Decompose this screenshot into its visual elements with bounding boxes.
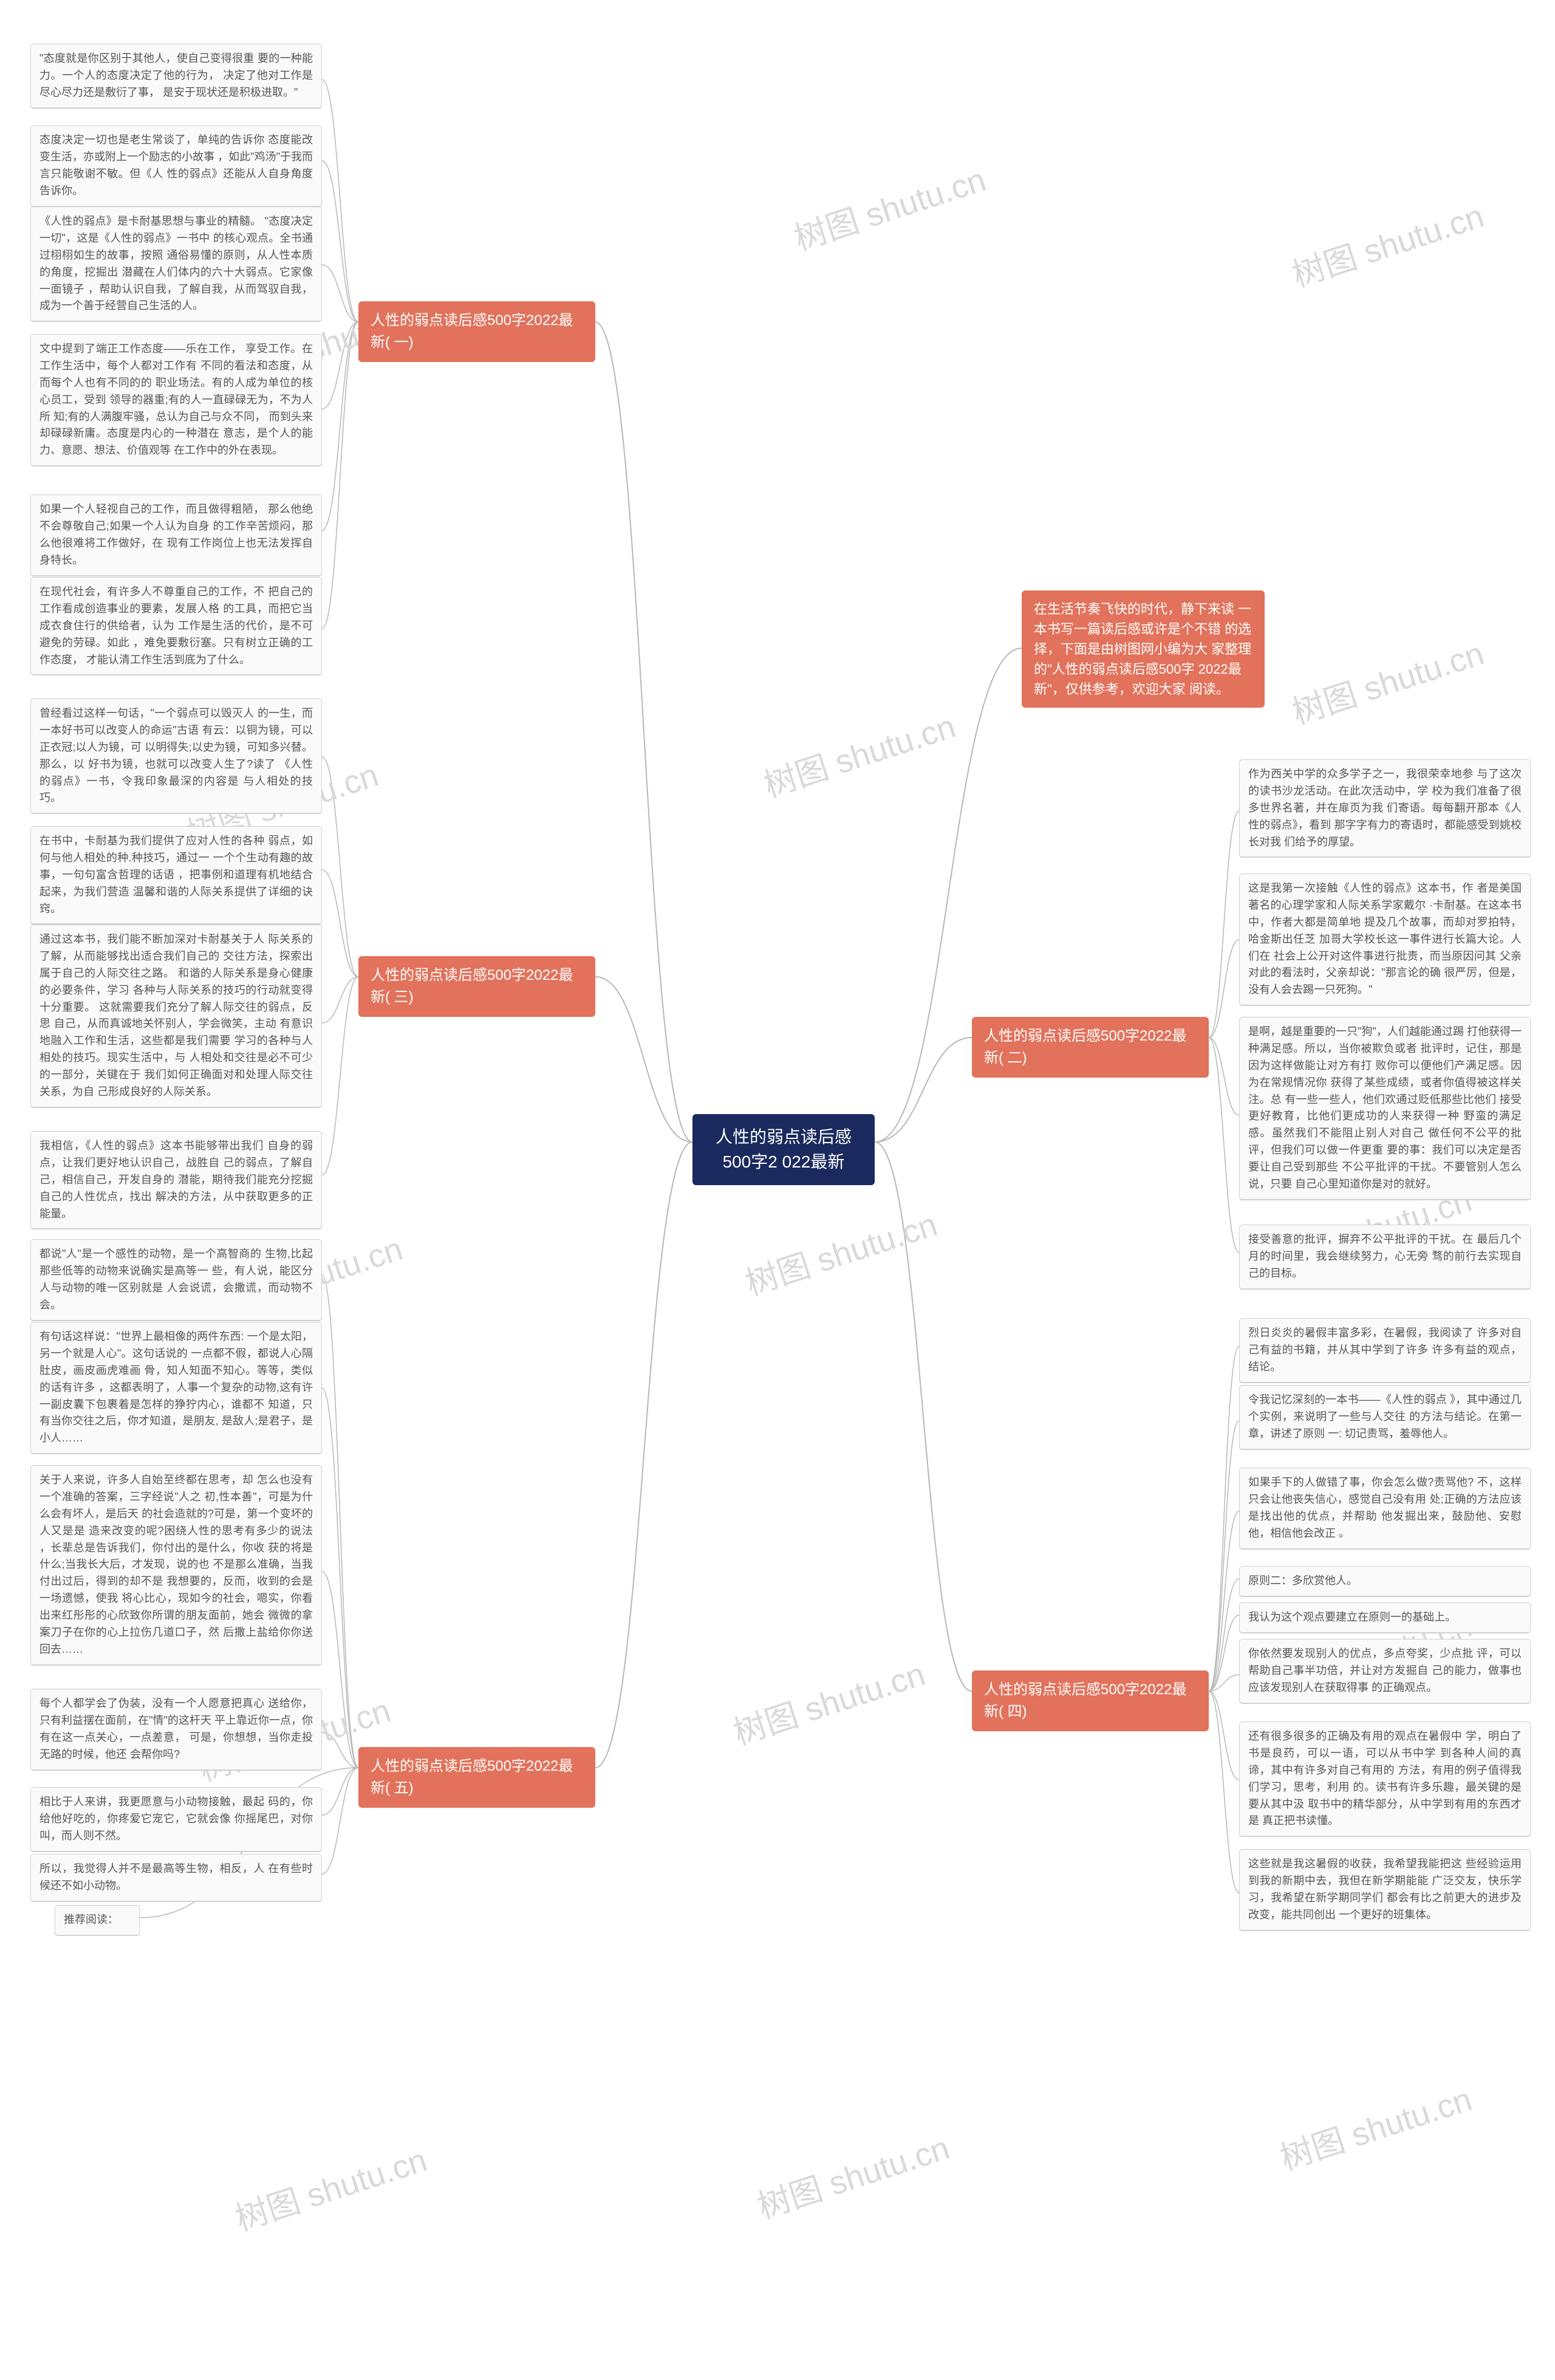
leaf-node: 相比于人来讲，我更愿意与小动物接触，最起 码的，你给他好吃的，你疼爱它宠它，它就… (30, 1787, 322, 1852)
leaf-node: 还有很多很多的正确及有用的观点在暑假中 学，明白了书是良药，可以一语，可以从书中… (1239, 1722, 1531, 1837)
leaf-node: 在书中，卡耐基为我们提供了应对人性的各种 弱点，如何与他人相处的种.种技巧，通过… (30, 826, 322, 925)
leaf-node: 每个人都学会了伪装，没有一个人愿意把真心 送给你，只有利益摆在面前，在"情"的这… (30, 1689, 322, 1771)
branch-node-b2: 人性的弱点读后感500字2022最新( 二) (972, 1017, 1209, 1078)
leaf-node: 文中提到了端正工作态度——乐在工作， 享受工作。在工作生活中，每个人都对工作有 … (30, 334, 322, 467)
branch-node-b5: 人性的弱点读后感500字2022最新( 五) (358, 1747, 595, 1808)
leaf-node: 都说"人"是一个感性的动物，是一个高智商的 生物,比起那些低等的动物来说确实是高… (30, 1239, 322, 1321)
watermark: 树图 shutu.cn (787, 152, 991, 259)
leaf-node: 《人性的弱点》是卡耐基思想与事业的精髓。 "态度决定一切"，这是《人性的弱点》一… (30, 207, 322, 322)
leaf-node: 我相信，《人性的弱点》这本书能够带出我们 自身的弱点，让我们更好地认识自己，战胜… (30, 1131, 322, 1229)
leaf-node: 如果一个人轻视自己的工作，而且做得粗陋， 那么他绝不会尊敬自己;如果一个人认为自… (30, 494, 322, 576)
leaf-node: 如果手下的人做错了事，你会怎么做?责骂他? 不，这样只会让他丧失信心，感觉自己没… (1239, 1468, 1531, 1550)
watermark: 树图 shutu.cn (726, 1647, 931, 1754)
leaf-node: 在现代社会，有许多人不尊重自己的工作，不 把自己的工作看成创造事业的要素，发展人… (30, 577, 322, 675)
leaf-node: 是啊，越是重要的一只"狗"，人们越能通过踢 打他获得一种满足感。所以，当你被欺负… (1239, 1017, 1531, 1200)
branch-node-b3: 人性的弱点读后感500字2022最新( 三) (358, 956, 595, 1017)
leaf-node: 关于人来说，许多人自始至终都在思考，却 怎么也没有一个准确的答案，三字经说"人之… (30, 1465, 322, 1666)
center-node: 人性的弱点读后感500字2 022最新 (692, 1114, 875, 1185)
mindmap-canvas: 树图 shutu.cn 树图 shutu.cn 树图 shutu.cn 树图 shut… (0, 0, 1555, 2380)
leaf-node: 令我记忆深刻的一本书——《人性的弱点 》，其中通过几个实例，来说明了一些与人交往… (1239, 1385, 1531, 1450)
watermark: 树图 shutu.cn (228, 2133, 432, 2240)
watermark: 树图 shutu.cn (1285, 189, 1489, 296)
leaf-node: 烈日炎炎的暑假丰富多彩，在暑假，我阅读了 许多对自己有益的书籍，并从其中学到了许… (1239, 1318, 1531, 1383)
leaf-node: 原则二：多欣赏他人。 (1239, 1566, 1531, 1597)
leaf-node: 我认为这个观点要建立在原则一的基础上。 (1239, 1602, 1531, 1633)
watermark: 树图 shutu.cn (1273, 2072, 1477, 2179)
branch-node-b1: 人性的弱点读后感500字2022最新( 一) (358, 301, 595, 362)
watermark: 树图 shutu.cn (757, 699, 961, 806)
leaf-node: 你依然要发现别人的优点，多点夸奖，少点批 评，可以帮助自己事半功倍，并让对方发掘… (1239, 1639, 1531, 1704)
watermark: 树图 shutu.cn (751, 2121, 955, 2228)
leaf-node: 作为西关中学的众多学子之一，我很荣幸地参 与了这次的读书沙龙活动。在此次活动中，… (1239, 759, 1531, 858)
leaf-node: "态度就是你区别于其他人，使自己变得很重 要的一种能力。一个人的态度决定了他的行… (30, 44, 322, 109)
intro-node: 在生活节奏飞快的时代，静下来读 一本书写一篇读后感或许是个不错 的选择，下面是由… (1022, 590, 1265, 708)
leaf-node: 接受善意的批评，摒弃不公平批评的干扰。在 最后几个月的时间里，我会继续努力，心无… (1239, 1225, 1531, 1290)
watermark: 树图 shutu.cn (1285, 626, 1489, 733)
leaf-node: 这些就是我这暑假的收获，我希望我能把这 些经验运用到我的新期中去，我但在新学期能… (1239, 1849, 1531, 1931)
watermark: 树图 shutu.cn (739, 1197, 943, 1304)
leaf-node: 推荐阅读： (55, 1905, 140, 1936)
leaf-node: 这是我第一次接触《人性的弱点》这本书，作 者是美国著名的心理学家和人际关系学家戴… (1239, 874, 1531, 1006)
leaf-node: 曾经看过这样一句话，"一个弱点可以毁灭人 的一生，而一本好书可以改变人的命运"古… (30, 699, 322, 814)
leaf-node: 有句话这样说："世界上最相像的两件东西: 一个是太阳，另一个就是人心"。这句话说… (30, 1322, 322, 1454)
branch-node-b4: 人性的弱点读后感500字2022最新( 四) (972, 1670, 1209, 1731)
leaf-node: 通过这本书，我们能不断加深对卡耐基关于人 际关系的了解，从而能够找出适合我们自己… (30, 925, 322, 1108)
leaf-node: 态度决定一切也是老生常谈了，单纯的告诉你 态度能改变生活，亦或附上一个励志的小故… (30, 125, 322, 207)
leaf-node: 所以，我觉得人并不是最高等生物，相反，人 在有些时候还不如小动物。 (30, 1854, 322, 1902)
